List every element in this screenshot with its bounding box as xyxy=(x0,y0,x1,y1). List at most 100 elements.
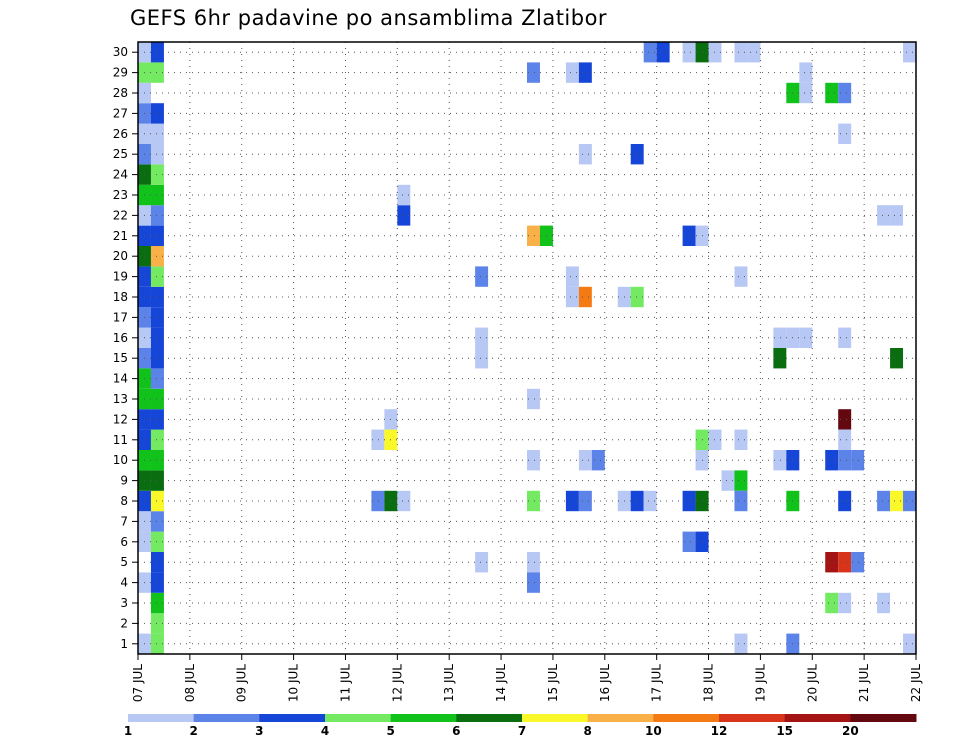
heatmap-cell xyxy=(838,490,852,512)
y-tick-label: 5 xyxy=(120,555,128,569)
x-tick-label: 14 JUL xyxy=(494,664,508,702)
heatmap-cell xyxy=(682,490,696,512)
heatmap-cell xyxy=(747,42,761,63)
heatmap-cell xyxy=(527,572,540,593)
colorbar: 1 2 3 4 5 6 7 8 10 12 15 20 xyxy=(124,714,917,738)
x-tick-label: 19 JUL xyxy=(753,664,767,702)
heatmap-cell xyxy=(890,490,904,512)
heatmap-cell xyxy=(150,348,164,369)
heatmap-cell xyxy=(838,450,852,471)
y-tick-label: 24 xyxy=(113,168,128,182)
heatmap-cell xyxy=(773,450,787,471)
heatmap-cell xyxy=(150,368,164,389)
heatmap-cell xyxy=(150,286,164,308)
heatmap-cell xyxy=(734,633,748,654)
grid-layer xyxy=(138,42,916,654)
heatmap-cell xyxy=(838,82,852,104)
heatmap-cell xyxy=(527,450,540,471)
x-tick-label: 18 JUL xyxy=(702,664,716,702)
heatmap-cell xyxy=(877,592,891,614)
heatmap-cell xyxy=(565,62,579,83)
heatmap-cell xyxy=(773,348,787,369)
heatmap-cell xyxy=(773,327,787,348)
heatmap-cell xyxy=(150,42,164,63)
heatmap-cell xyxy=(591,450,605,471)
y-tick-label: 2 xyxy=(120,616,128,630)
heatmap-cell xyxy=(643,42,657,63)
heatmap-cell xyxy=(565,490,579,512)
y-tick-label: 11 xyxy=(113,433,128,447)
x-tick-label: 11 JUL xyxy=(338,664,352,702)
heatmap-cell xyxy=(903,42,916,63)
heatmap-cell xyxy=(877,205,891,226)
heatmap-cell xyxy=(799,327,813,348)
heatmap-cell xyxy=(656,42,670,63)
y-tick-label: 10 xyxy=(113,453,128,467)
heatmap-cell xyxy=(825,450,839,471)
y-tick-label: 9 xyxy=(120,474,128,488)
heatmap-cell xyxy=(150,511,164,532)
colorbar-swatch xyxy=(390,714,457,722)
heatmap-cell xyxy=(150,62,164,83)
chart-title: GEFS 6hr padavine po ansamblima Zlatibor xyxy=(130,6,608,30)
heatmap-cell xyxy=(150,144,164,165)
heatmap-cell xyxy=(150,633,164,654)
x-tick-label: 20 JUL xyxy=(805,664,819,702)
colorbar-label: 1 xyxy=(124,724,132,738)
heatmap-cell xyxy=(903,633,916,654)
heatmap-cell xyxy=(475,348,489,369)
y-tick-label: 29 xyxy=(113,66,128,80)
heatmap-cell xyxy=(150,552,164,573)
heatmap-cell xyxy=(682,531,696,552)
heatmap-cell xyxy=(371,490,385,512)
y-tick-label: 20 xyxy=(113,249,128,263)
colorbar-swatch xyxy=(193,714,260,722)
heatmap-cell xyxy=(150,388,164,410)
heatmap-cell xyxy=(150,103,164,124)
heatmap-cell xyxy=(150,592,164,614)
colorbar-swatch xyxy=(128,714,195,722)
heatmap-cell xyxy=(682,225,696,246)
heatmap-cell xyxy=(890,348,904,369)
colorbar-label: 5 xyxy=(386,724,394,738)
y-tick-label: 17 xyxy=(113,310,128,324)
plot-frame xyxy=(137,41,917,655)
x-tick-label: 12 JUL xyxy=(390,664,404,702)
heatmap-cell xyxy=(734,266,748,287)
colorbar-swatch xyxy=(587,714,654,722)
heatmap-cell xyxy=(527,490,540,512)
heatmap-cell xyxy=(630,144,644,165)
heatmap-cell xyxy=(578,490,592,512)
heatmap-cell xyxy=(825,552,839,573)
x-tick-label: 13 JUL xyxy=(442,664,456,702)
x-tick-label: 17 JUL xyxy=(650,664,664,702)
y-tick-label: 8 xyxy=(120,494,128,508)
colorbar-swatch xyxy=(325,714,392,722)
heatmap-cell xyxy=(799,62,813,83)
y-tick-label: 26 xyxy=(113,127,128,141)
colorbar-label: 20 xyxy=(842,724,859,738)
heatmap-cell xyxy=(527,62,540,83)
heatmap-cell xyxy=(527,552,540,573)
y-tick-label: 27 xyxy=(113,106,128,120)
heatmap-cell xyxy=(150,205,164,226)
colorbar-label: 4 xyxy=(321,724,329,738)
heatmap-cell xyxy=(682,42,696,63)
heatmap-cell xyxy=(708,429,722,450)
heatmap-cell xyxy=(150,470,164,491)
y-tick-label: 6 xyxy=(120,535,128,549)
heatmap-cell xyxy=(630,490,644,512)
heatmap-cell xyxy=(877,490,891,512)
heatmap-cell xyxy=(578,286,592,308)
x-tick-label: 09 JUL xyxy=(235,664,249,702)
y-tick-label: 12 xyxy=(113,412,128,426)
heatmap-cell xyxy=(527,225,540,246)
heatmap-cell xyxy=(150,164,164,185)
y-tick-label: 7 xyxy=(120,514,128,528)
colorbar-label: 15 xyxy=(776,724,793,738)
heatmap-cell xyxy=(734,470,748,491)
heatmap-cell xyxy=(799,82,813,104)
heatmap-cell xyxy=(825,82,839,104)
heatmap-cell xyxy=(578,450,592,471)
